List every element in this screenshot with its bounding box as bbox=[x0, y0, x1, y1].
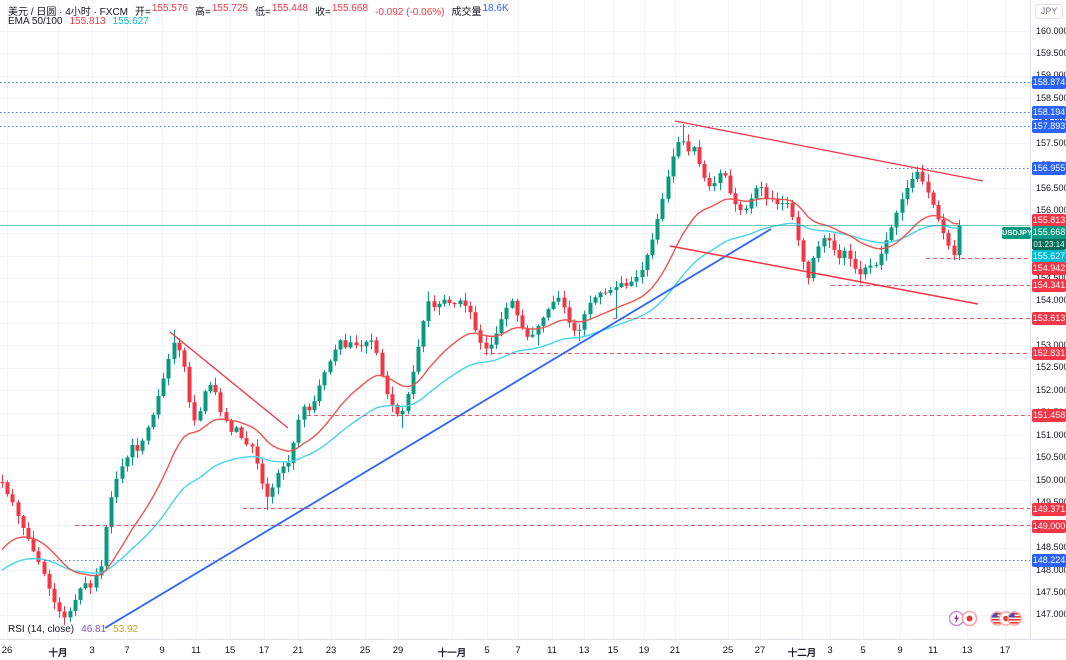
high-value: 高= 155.725 bbox=[195, 3, 248, 18]
price-tick: 159.000 bbox=[1036, 70, 1066, 81]
price-axis[interactable]: 160.000159.500159.000158.500158.000157.5… bbox=[1030, 0, 1066, 660]
low-value: 低= 155.448 bbox=[255, 3, 308, 18]
time-tick: 29 bbox=[392, 645, 404, 656]
time-tick: 9 bbox=[897, 645, 903, 656]
time-tick: 23 bbox=[325, 645, 337, 656]
time-tick: 11 bbox=[547, 645, 557, 656]
time-tick: 11 bbox=[928, 645, 938, 656]
current-price-badge: 155.668 bbox=[1032, 226, 1066, 239]
symbol-price-tag: USDJPY bbox=[1002, 227, 1033, 239]
time-tick: 26 bbox=[1, 645, 13, 656]
time-tick: 25 bbox=[722, 645, 734, 656]
price-tick: 154.000 bbox=[1036, 295, 1066, 306]
time-tick: 17 bbox=[258, 645, 270, 656]
open-value: 开= 155.576 bbox=[135, 3, 188, 18]
close-value: 收= 155.668 bbox=[315, 3, 368, 18]
price-tick: 158.500 bbox=[1036, 92, 1066, 103]
price-level-badge: 148.224 bbox=[1032, 553, 1066, 567]
price-level-badge: 151.458 bbox=[1032, 408, 1066, 422]
price-tick: 150.000 bbox=[1036, 474, 1066, 485]
time-tick: 15 bbox=[607, 645, 619, 656]
price-tick: 147.000 bbox=[1036, 609, 1066, 620]
symbol-legend: 美元 / 日圆 · 4小时 · FXCM 开= 155.576 高= 155.725… bbox=[8, 3, 509, 18]
time-tick: 11 bbox=[191, 645, 201, 656]
price-tick: 150.500 bbox=[1036, 452, 1066, 463]
price-level-badge: 156.955 bbox=[1032, 161, 1066, 175]
price-tick: 156.500 bbox=[1036, 182, 1066, 193]
volume-value: 成交量 18.6K bbox=[451, 3, 509, 18]
ema-legend: EMA 50/100 155.813 155.627 bbox=[8, 16, 149, 27]
time-tick: 7 bbox=[515, 645, 521, 656]
price-tick: 160.000 bbox=[1036, 25, 1066, 36]
time-tick: 十月 bbox=[48, 648, 68, 659]
time-axis[interactable]: 26 十月 3 7 9 11 15 17 21 23 25 29 十一月 5 7 11 13 15 19 21 25 27… bbox=[0, 639, 1066, 660]
japan-flag-icon[interactable] bbox=[961, 610, 978, 627]
rsi-ma-value: 53.92 bbox=[113, 624, 139, 635]
time-tick: 7 bbox=[124, 645, 130, 656]
price-level-badge: 154.341 bbox=[1032, 278, 1066, 292]
price-tick: 156.000 bbox=[1036, 205, 1066, 216]
time-tick: 十二月 bbox=[787, 648, 817, 659]
price-level-badge: 152.831 bbox=[1032, 346, 1066, 360]
ema100-value: 155.627 bbox=[112, 16, 149, 27]
price-tick: 151.000 bbox=[1036, 429, 1066, 440]
rsi-legend: RSI (14, close) 46.81 53.92 bbox=[8, 624, 138, 635]
ema50-value: 155.813 bbox=[69, 16, 106, 27]
change-value: -0.092 (-0.06%) bbox=[375, 7, 445, 18]
price-level-badge: 157.893 bbox=[1032, 119, 1066, 133]
price-level-badge: 155.813 bbox=[1032, 213, 1066, 227]
economic-events-icons bbox=[946, 610, 1026, 627]
time-tick: 13 bbox=[578, 645, 590, 656]
time-tick: 十一月 bbox=[437, 648, 467, 659]
price-tick: 152.000 bbox=[1036, 384, 1066, 395]
price-tick: 154.500 bbox=[1036, 272, 1066, 283]
price-tick: 148.000 bbox=[1036, 564, 1066, 575]
price-level-badge: 154.942 bbox=[1032, 261, 1066, 275]
time-tick: 3 bbox=[89, 645, 95, 656]
time-tick: 5 bbox=[484, 645, 490, 656]
price-level-badge: 153.613 bbox=[1032, 311, 1066, 325]
price-level-badge: 158.874 bbox=[1032, 75, 1066, 89]
price-tick: 152.500 bbox=[1036, 362, 1066, 373]
time-tick: 13 bbox=[961, 645, 973, 656]
ema-label[interactable]: EMA 50/100 bbox=[8, 16, 63, 27]
rsi-value: 46.81 bbox=[81, 624, 107, 635]
price-tick: 149.500 bbox=[1036, 497, 1066, 508]
time-tick: 9 bbox=[159, 645, 165, 656]
price-level-badge: 158.194 bbox=[1032, 105, 1066, 119]
time-tick: 15 bbox=[224, 645, 236, 656]
time-tick: 27 bbox=[754, 645, 766, 656]
symbol-title[interactable]: 美元 / 日圆 · 4小时 · FXCM bbox=[8, 7, 128, 18]
price-tick: 153.000 bbox=[1036, 339, 1066, 350]
event-flags-icon[interactable] bbox=[989, 610, 1023, 627]
price-level-badge: 149.000 bbox=[1032, 519, 1066, 533]
bar-countdown: 01:23:14 bbox=[1032, 239, 1066, 250]
currency-label[interactable]: JPY bbox=[1035, 4, 1063, 19]
price-tick: 148.500 bbox=[1036, 542, 1066, 553]
time-tick: 5 bbox=[860, 645, 866, 656]
lightning-event-icon[interactable] bbox=[948, 610, 965, 627]
price-level-badge: 149.371 bbox=[1032, 502, 1066, 516]
time-tick: 3 bbox=[827, 645, 833, 656]
price-tick: 159.500 bbox=[1036, 47, 1066, 58]
time-tick: 21 bbox=[292, 645, 304, 656]
price-level-badge: 155.627 bbox=[1032, 249, 1066, 263]
price-tick: 147.500 bbox=[1036, 587, 1066, 598]
time-tick: 25 bbox=[359, 645, 371, 656]
rsi-label[interactable]: RSI (14, close) bbox=[8, 624, 75, 635]
time-tick: 21 bbox=[669, 645, 681, 656]
price-tick: 157.500 bbox=[1036, 137, 1066, 148]
time-tick: 17 bbox=[999, 645, 1011, 656]
time-tick: 19 bbox=[638, 645, 650, 656]
